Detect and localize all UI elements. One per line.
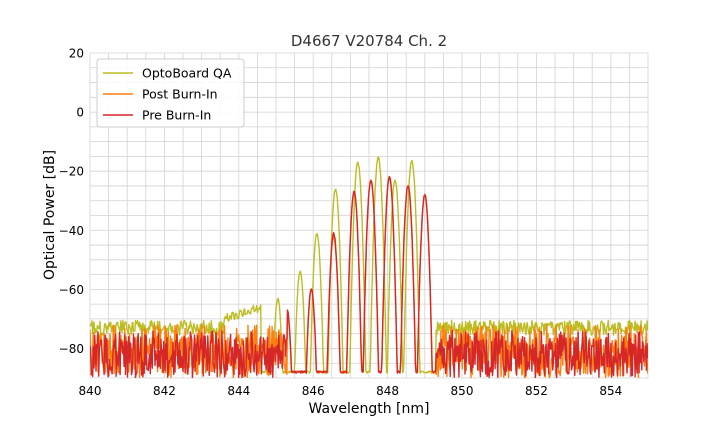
legend-box (96, 58, 245, 128)
series-line-3 (90, 175, 648, 378)
y-tick-label: 0 (76, 106, 84, 120)
y-tick-label: −40 (59, 224, 84, 238)
legend-label: Post Burn-In (142, 87, 218, 102)
legend-label: Pre Burn-In (142, 108, 211, 123)
chart-title: D4667 V20784 Ch. 2 (291, 32, 447, 50)
x-axis-ticks: 840 842 844 846 848 850 852 854 (79, 384, 623, 398)
x-tick-label: 840 (79, 384, 102, 398)
x-axis-label: Wavelength [nm] (309, 401, 430, 417)
y-tick-label: 20 (69, 47, 84, 61)
x-tick-label: 852 (525, 384, 548, 398)
x-tick-label: 842 (153, 384, 176, 398)
traces (90, 156, 648, 378)
x-tick-label: 848 (376, 384, 399, 398)
y-axis-label: Optical Power [dB] (42, 150, 58, 280)
y-tick-label: −80 (59, 342, 84, 356)
x-tick-label: 844 (227, 384, 250, 398)
y-tick-label: −60 (59, 283, 84, 297)
legend: OptoBoard QA Post Burn-In Pre Burn-In (96, 58, 245, 128)
legend-label: OptoBoard QA (142, 66, 232, 81)
y-axis-ticks: 20 0 −20 −40 −60 −80 (59, 47, 84, 356)
y-tick-label: −20 (59, 165, 84, 179)
x-tick-label: 854 (599, 384, 622, 398)
x-tick-label: 850 (451, 384, 474, 398)
x-tick-label: 846 (302, 384, 325, 398)
